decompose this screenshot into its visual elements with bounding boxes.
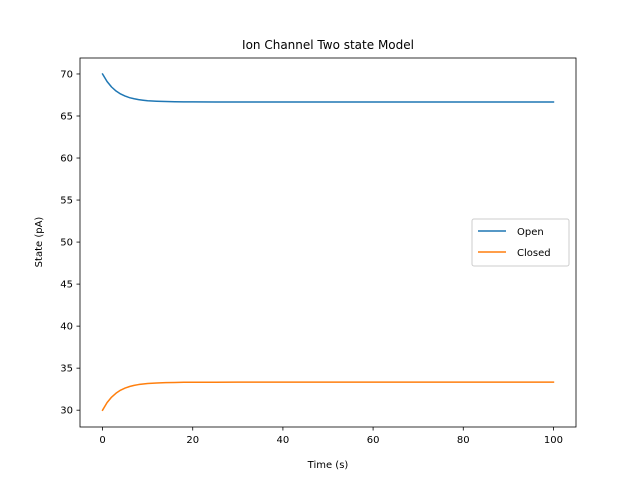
legend-label-open: Open (517, 227, 544, 238)
series-line-closed (101, 381, 555, 412)
series-layer (101, 72, 555, 412)
y-tick-label: 65 (60, 111, 73, 122)
x-tick-label: 60 (367, 435, 380, 446)
y-tick-label: 40 (60, 322, 73, 333)
x-tick-label: 0 (99, 435, 105, 446)
y-tick-label: 60 (60, 154, 73, 165)
legend-label-closed: Closed (517, 248, 551, 259)
x-tick-label: 100 (544, 435, 563, 446)
chart-title: Ion Channel Two state Model (242, 38, 414, 52)
y-tick-label: 45 (60, 280, 73, 291)
legend: Open Closed (471, 218, 570, 267)
y-tick-label: 50 (60, 238, 73, 249)
x-tick-label: 20 (186, 435, 199, 446)
plot-frame (79, 57, 577, 428)
y-axis: 30 35 40 45 50 55 60 65 70 (60, 69, 80, 417)
x-tick-label: 40 (277, 435, 290, 446)
x-axis-label: Time (s) (307, 460, 349, 471)
x-tick-label: 80 (457, 435, 470, 446)
series-line-open (101, 72, 555, 103)
y-tick-label: 70 (60, 69, 73, 80)
y-axis-label: State (pA) (34, 217, 45, 268)
y-tick-label: 35 (60, 364, 73, 375)
x-axis: 0 20 40 60 80 100 (99, 427, 563, 446)
y-tick-label: 30 (60, 406, 73, 417)
y-tick-label: 55 (60, 196, 73, 207)
